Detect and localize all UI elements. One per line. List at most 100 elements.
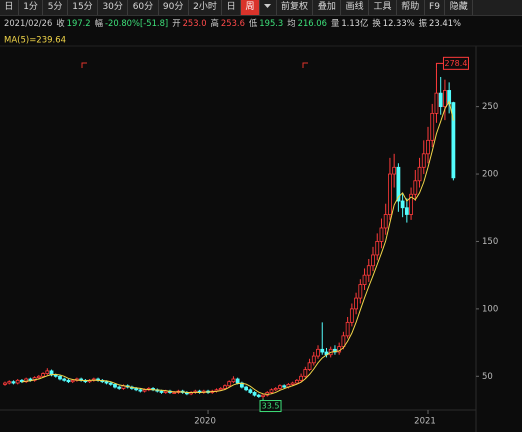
candle-body <box>235 378 240 384</box>
candle-body <box>413 180 418 195</box>
quote-value: 253.6 <box>220 18 245 28</box>
candle-body <box>379 227 384 242</box>
quote-value: -20.80%[-51.8] <box>105 18 169 28</box>
quote-value: 23.41% <box>429 18 461 28</box>
candle-body <box>421 153 426 168</box>
max-label-box <box>442 56 469 70</box>
candle-body <box>409 193 413 215</box>
candle-body <box>15 379 20 384</box>
candle-body <box>223 385 227 389</box>
candle-body <box>294 379 299 384</box>
candle-body <box>138 389 143 392</box>
toolbar-button[interactable]: 帮助 <box>397 0 425 15</box>
candle-body <box>404 207 409 215</box>
candle-body <box>113 383 117 388</box>
toolbar-button[interactable]: 画线 <box>341 0 370 15</box>
quote-label: 收 <box>56 18 65 28</box>
quote-value: 197.2 <box>66 18 91 28</box>
ma-line <box>21 100 454 395</box>
candle-body <box>62 378 67 381</box>
toolbar-button[interactable]: 60分 <box>128 0 159 15</box>
x-tick-label: 2020 <box>194 417 216 427</box>
candle-body <box>438 92 443 108</box>
candle-body <box>316 348 320 357</box>
toolbar-button[interactable]: 隐藏 <box>445 0 474 15</box>
candle-body <box>447 90 452 105</box>
quote-value: 253.0 <box>182 18 207 28</box>
y-tick-label: 250 <box>482 102 498 112</box>
candle-body <box>32 377 37 381</box>
candle-body <box>392 166 397 175</box>
dropdown-arrow[interactable] <box>260 0 277 15</box>
candle-body <box>375 241 380 256</box>
toolbar-button[interactable]: 日 <box>0 0 19 15</box>
candle-body <box>248 389 253 393</box>
candle-body <box>278 385 282 389</box>
quote-label: 开 <box>172 18 181 28</box>
candle-body <box>256 394 261 397</box>
candle-body <box>41 373 45 377</box>
quote-value: 12.33% <box>382 18 415 28</box>
candle-body <box>227 381 232 387</box>
candle-body <box>117 386 122 389</box>
candle-body <box>371 254 375 267</box>
quote-bar: 2021/02/26 收 197.2 幅 -20.80%[-51.8] 开 253.0 高 25… <box>4 17 465 30</box>
candle-body <box>45 370 50 374</box>
toolbar-button[interactable]: 5分 <box>43 0 68 15</box>
candle-body <box>383 214 388 229</box>
toolbar-button[interactable]: 2小时 <box>189 0 223 15</box>
candle-body <box>70 379 75 383</box>
candle-body <box>261 394 265 397</box>
quote-label: 低 <box>248 18 258 28</box>
toolbar-button[interactable]: 周 <box>241 0 260 15</box>
toolbar-button[interactable]: 90分 <box>159 0 189 15</box>
marker <box>81 62 87 68</box>
y-tick-label: 150 <box>482 237 498 247</box>
quote-label: 换 <box>372 18 381 28</box>
candle-body <box>66 379 71 383</box>
candle-body <box>172 392 177 394</box>
candle-body <box>104 381 109 384</box>
quote-value: 195.3 <box>259 18 284 28</box>
candle-body <box>163 390 168 393</box>
candle-body <box>290 382 295 385</box>
candle-body <box>320 348 325 353</box>
candle-body <box>58 375 62 380</box>
toolbar-button[interactable]: 15分 <box>68 0 99 15</box>
y-tick-label: 200 <box>482 170 498 180</box>
y-tick-label: 50 <box>482 372 493 382</box>
candle-body <box>345 321 350 337</box>
candle-body <box>24 378 29 383</box>
quote-label: 高 <box>210 18 219 28</box>
candle-body <box>28 378 33 381</box>
indicator: MA(5)=239.64 <box>4 36 66 46</box>
toolbar-button[interactable]: 1分 <box>19 0 44 15</box>
min-label: 33.5 <box>262 402 280 411</box>
quote-value: 216.06 <box>297 18 327 28</box>
toolbar-button[interactable]: F9 <box>425 0 446 15</box>
toolbar-button[interactable]: 工具 <box>369 0 397 15</box>
candle-body <box>231 378 236 383</box>
toolbar-button[interactable]: 30分 <box>98 0 129 15</box>
candle-body <box>366 265 371 276</box>
candle-body <box>451 102 456 179</box>
max-pointer <box>435 62 444 69</box>
candle-body <box>311 355 316 364</box>
candle-body <box>108 382 113 385</box>
candle-body <box>400 200 405 209</box>
candle-body <box>252 392 257 396</box>
toolbar-button[interactable]: 日 <box>222 0 242 15</box>
toolbar-button[interactable]: 前复权 <box>277 0 314 15</box>
candle-body <box>269 389 274 393</box>
candle-body <box>388 173 392 215</box>
candle-body <box>341 335 346 348</box>
candle-body <box>417 166 422 182</box>
candle-body <box>349 308 354 323</box>
toolbar-button[interactable]: 叠加 <box>313 0 342 15</box>
candle-body <box>426 139 430 155</box>
candle-body <box>3 382 7 385</box>
candle-body <box>396 166 401 202</box>
quote-date: 2021/02/26 <box>4 18 53 28</box>
